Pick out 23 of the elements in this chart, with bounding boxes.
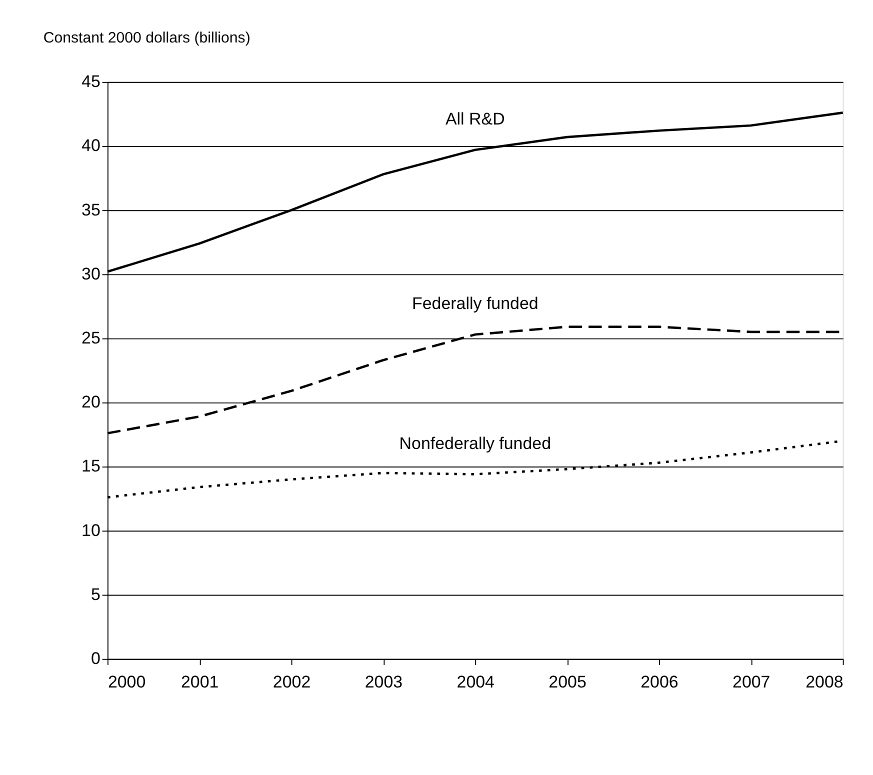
- series-label: All R&D: [445, 109, 505, 128]
- x-tick-label: 2005: [548, 672, 586, 692]
- x-tick-label: 2006: [640, 672, 678, 692]
- series-label: Nonfederally funded: [399, 434, 552, 453]
- y-axis-title: Constant 2000 dollars (billions): [43, 29, 250, 46]
- y-tick-label: 30: [82, 264, 100, 284]
- y-tick-label: 40: [82, 136, 100, 156]
- y-tick-label: 45: [82, 72, 100, 92]
- y-tick-label: 5: [90, 584, 100, 604]
- y-tick-label: 15: [82, 456, 100, 476]
- y-tick-label: 20: [82, 392, 100, 412]
- y-tick-label: 10: [82, 520, 100, 540]
- series-label: Federally funded: [412, 294, 538, 314]
- x-tick-label: 2004: [456, 672, 494, 692]
- y-tick-label: 35: [82, 200, 100, 220]
- x-tick-label: 2002: [272, 672, 311, 692]
- x-tick-label: 2003: [364, 672, 403, 692]
- x-tick-label: 2007: [732, 672, 770, 692]
- x-tick-label: 2000: [108, 672, 146, 692]
- x-tick-label: 2001: [181, 672, 219, 692]
- y-tick-label: 25: [82, 328, 100, 348]
- y-tick-label: 0: [90, 649, 100, 668]
- x-tick-label: 2008: [806, 672, 844, 692]
